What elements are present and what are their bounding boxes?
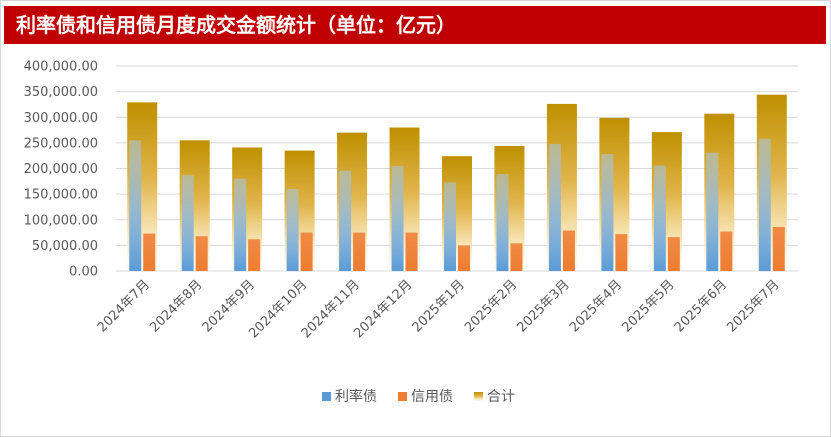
bar-rate-bond bbox=[758, 138, 771, 271]
bar-credit-bond bbox=[562, 230, 575, 271]
bar-credit-bond bbox=[143, 233, 156, 271]
bar-rate-bond bbox=[653, 165, 666, 271]
bar-rate-bond bbox=[706, 152, 719, 271]
x-tick-label: 2025年4月 bbox=[567, 277, 625, 335]
x-tick-label: 2025年2月 bbox=[462, 277, 520, 335]
bar-credit-bond bbox=[772, 226, 785, 271]
y-axis: 0.00 50,000.00 100,000.00 150,000.00 200,000… bbox=[24, 60, 98, 280]
bar-credit-bond bbox=[353, 232, 366, 271]
bar-credit-bond bbox=[248, 239, 261, 271]
bar-credit-bond bbox=[300, 232, 313, 271]
bar-rate-bond bbox=[391, 165, 404, 271]
bar-rate-bond bbox=[601, 154, 614, 271]
bar-credit-bond bbox=[458, 245, 470, 271]
bar-rate-bond bbox=[339, 170, 352, 271]
y-tick-label: 0.00 bbox=[69, 265, 98, 280]
y-tick-label: 100,000.00 bbox=[24, 213, 98, 228]
x-tick-label: 2024年8月 bbox=[147, 277, 205, 335]
y-tick-label: 200,000.00 bbox=[24, 162, 98, 177]
bar-credit-bond bbox=[667, 237, 680, 271]
y-tick-label: 350,000.00 bbox=[24, 85, 98, 100]
legend-label: 信用债 bbox=[411, 389, 453, 405]
legend-label: 合计 bbox=[487, 389, 515, 405]
x-axis: 2024年7月2024年8月2024年9月2024年10月2024年11月202… bbox=[95, 277, 783, 341]
bar-credit-bond bbox=[405, 232, 418, 271]
y-tick-label: 400,000.00 bbox=[24, 60, 98, 75]
bar-credit-bond bbox=[720, 231, 733, 271]
x-tick-label: 2025年1月 bbox=[410, 277, 468, 335]
y-tick-label: 300,000.00 bbox=[24, 111, 98, 126]
bar-credit-bond bbox=[510, 243, 523, 271]
bar-credit-bond bbox=[615, 234, 628, 271]
legend-label: 利率债 bbox=[335, 388, 377, 405]
bar-rate-bond bbox=[181, 175, 194, 271]
bar-rate-bond bbox=[234, 178, 247, 271]
bar-rate-bond bbox=[548, 143, 561, 271]
y-tick-label: 150,000.00 bbox=[24, 188, 98, 203]
x-tick-label: 2025年5月 bbox=[619, 277, 677, 335]
x-tick-label: 2025年6月 bbox=[672, 277, 730, 335]
bar-rate-bond bbox=[129, 140, 142, 271]
bars bbox=[127, 94, 787, 271]
bar-rate-bond bbox=[444, 182, 456, 271]
chart-title: 利率债和信用债月度成交金额统计（单位：亿元） bbox=[4, 6, 826, 44]
legend-swatch bbox=[322, 392, 331, 401]
legend-swatch bbox=[398, 392, 407, 401]
y-tick-label: 250,000.00 bbox=[24, 136, 98, 151]
y-tick-label: 50,000.00 bbox=[32, 239, 98, 254]
bar-rate-bond bbox=[286, 189, 299, 271]
bar-credit-bond bbox=[195, 236, 208, 271]
bar-rate-bond bbox=[496, 174, 509, 271]
x-tick-label: 2024年7月 bbox=[95, 277, 153, 335]
legend-swatch bbox=[474, 392, 483, 401]
x-tick-label: 2025年7月 bbox=[724, 277, 782, 335]
x-tick-label: 2025年3月 bbox=[515, 277, 573, 335]
legend: 利率债 信用债 合计 bbox=[322, 388, 515, 405]
